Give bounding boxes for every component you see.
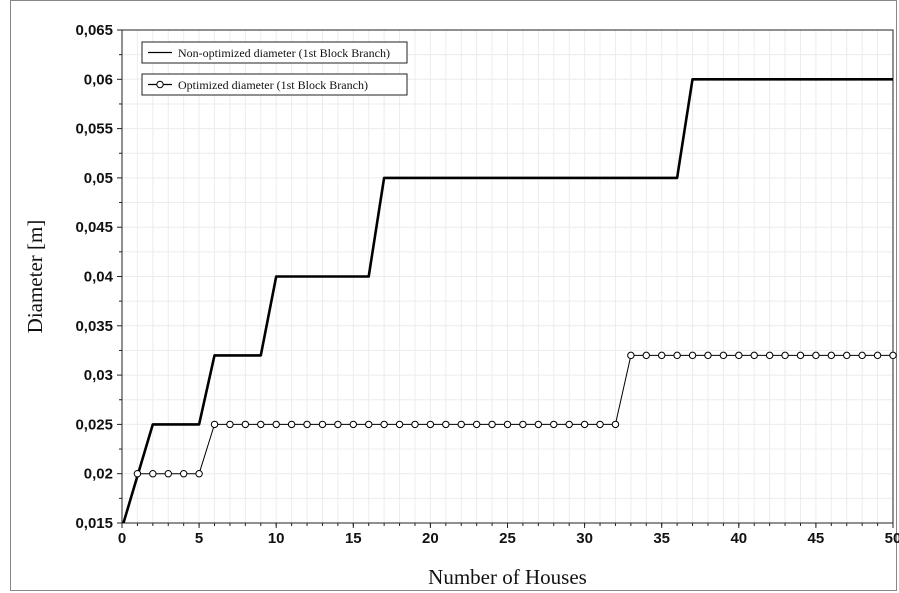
data-point xyxy=(812,351,820,360)
legend-swatch-marker xyxy=(156,80,164,89)
data-point xyxy=(658,351,666,360)
legend-entry-box xyxy=(141,73,408,96)
data-point xyxy=(781,351,789,360)
data-point xyxy=(226,420,234,429)
x-tick-label: 25 xyxy=(499,530,516,547)
x-tick-label: 15 xyxy=(345,530,362,547)
data-point xyxy=(179,470,188,478)
data-point xyxy=(889,351,897,360)
data-point xyxy=(365,420,373,429)
data-point xyxy=(349,420,357,429)
x-tick-label: 0 xyxy=(118,530,126,547)
data-point xyxy=(688,351,697,360)
x-tick-label: 50 xyxy=(885,530,899,547)
legend-label: Non-optimized diameter (1st Block Branch… xyxy=(178,46,390,60)
data-point xyxy=(719,351,728,360)
data-point xyxy=(426,420,435,429)
data-point xyxy=(195,470,203,478)
data-point xyxy=(858,351,866,360)
y-tick-label: 0,055 xyxy=(75,121,113,138)
data-point xyxy=(627,351,635,360)
x-tick-label: 30 xyxy=(576,530,593,547)
data-point xyxy=(272,420,280,429)
data-point xyxy=(503,420,512,429)
data-point xyxy=(611,420,620,429)
x-tick-label: 20 xyxy=(422,530,439,547)
data-point xyxy=(164,470,172,478)
y-tick-label: 0,025 xyxy=(75,416,113,433)
y-tick-label: 0,02 xyxy=(84,466,113,483)
series-group xyxy=(122,78,897,523)
y-tick-label: 0,045 xyxy=(75,219,113,236)
data-point xyxy=(765,351,774,360)
data-point xyxy=(380,420,388,429)
data-point xyxy=(442,420,450,429)
data-point xyxy=(472,420,481,429)
x-tick-label: 45 xyxy=(808,530,825,547)
y-tick-label: 0,035 xyxy=(75,318,113,335)
data-point xyxy=(457,420,465,429)
data-point xyxy=(796,351,805,360)
x-tick-label: 5 xyxy=(195,530,203,547)
legend: Non-optimized diameter (1st Block Branch… xyxy=(141,41,408,96)
data-point xyxy=(642,351,650,360)
y-tick-label: 0,05 xyxy=(84,170,113,187)
data-point xyxy=(411,420,419,429)
data-point xyxy=(519,420,527,429)
y-tick-label: 0,04 xyxy=(84,269,114,286)
x-tick-label: 10 xyxy=(268,530,285,547)
y-tick-label: 0,03 xyxy=(84,367,113,384)
x-axis-title: Number of Houses xyxy=(428,565,587,589)
data-point xyxy=(303,420,311,429)
data-point xyxy=(750,351,758,360)
data-point xyxy=(287,420,296,429)
data-point xyxy=(257,420,265,429)
legend-label: Optimized diameter (1st Block Branch) xyxy=(178,78,368,92)
data-point xyxy=(488,420,496,429)
y-tick-label: 0,06 xyxy=(84,71,113,88)
data-point xyxy=(534,420,543,429)
data-point xyxy=(318,420,327,429)
chart-frame xyxy=(10,0,897,591)
grid xyxy=(121,29,894,524)
legend-entry-box xyxy=(141,41,408,64)
data-point xyxy=(704,351,712,360)
data-point xyxy=(873,351,882,360)
y-tick-label: 0,065 xyxy=(75,22,113,39)
data-point xyxy=(550,420,558,429)
data-point xyxy=(334,420,342,429)
data-point xyxy=(735,351,743,360)
data-point xyxy=(843,351,851,360)
axis-ticks: 0 5 10 15 20 25 30 35 40 45 50 0,015 0,02 0,025 0,03 0,… xyxy=(75,22,899,547)
data-point xyxy=(580,420,589,429)
data-point xyxy=(596,420,604,429)
data-point xyxy=(149,470,157,478)
series-line-1 xyxy=(122,78,893,523)
data-point xyxy=(241,420,250,429)
y-tick-label: 0,015 xyxy=(75,515,113,532)
data-point xyxy=(827,351,836,360)
x-tick-label: 40 xyxy=(730,530,747,547)
data-point xyxy=(395,420,404,429)
series-1 xyxy=(122,78,893,523)
y-axis-title: Diameter [m] xyxy=(23,220,47,334)
data-point xyxy=(673,351,681,360)
x-tick-label: 35 xyxy=(653,530,670,547)
data-point xyxy=(133,470,142,478)
data-point xyxy=(210,420,219,429)
data-point xyxy=(565,420,573,429)
